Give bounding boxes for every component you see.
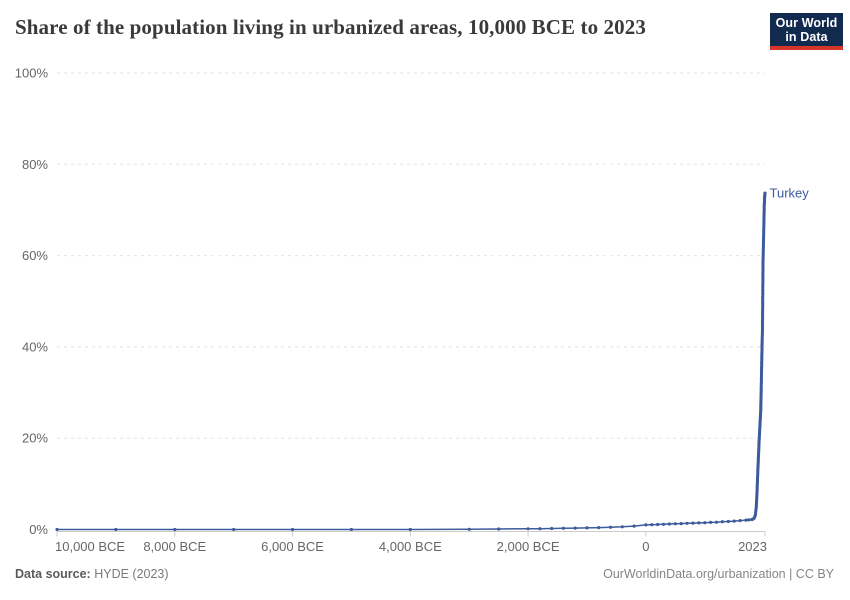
data-source-note: Data source: HYDE (2023)	[15, 567, 169, 581]
data-point	[761, 297, 765, 301]
data-point	[644, 523, 648, 527]
data-point	[761, 310, 765, 314]
x-tick-label: 4,000 BCE	[379, 539, 442, 554]
x-tick-label: 2,000 BCE	[497, 539, 560, 554]
x-tick-label: 6,000 BCE	[261, 539, 324, 554]
x-tick-label: 0	[642, 539, 649, 554]
data-point	[761, 314, 765, 318]
chart-title: Share of the population living in urbani…	[15, 15, 646, 39]
data-point	[761, 290, 765, 294]
owid-logo-box: Our World in Data	[770, 13, 843, 46]
data-point	[761, 306, 765, 310]
y-tick-label: 20%	[22, 431, 48, 446]
data-source-label: Data source:	[15, 567, 91, 581]
x-tick-label: 2023	[738, 539, 767, 554]
data-point	[761, 262, 765, 266]
data-point	[349, 527, 353, 532]
data-point	[761, 286, 765, 290]
data-point	[585, 526, 589, 530]
data-point	[232, 527, 236, 532]
data-point	[703, 521, 707, 525]
data-point	[673, 522, 677, 526]
data-point	[760, 328, 765, 332]
data-point	[290, 527, 295, 532]
data-point	[726, 519, 730, 524]
x-tick-label: 10,000 BCE	[55, 539, 125, 554]
data-point	[685, 521, 689, 525]
data-point	[620, 525, 624, 529]
data-point	[720, 520, 725, 524]
data-point	[761, 288, 765, 292]
data-point	[747, 518, 751, 522]
series-end-label: Turkey	[770, 186, 810, 201]
data-point	[761, 264, 765, 268]
owid-logo-line2: in Data	[785, 29, 828, 44]
data-point	[709, 520, 713, 525]
owid-logo-redbar	[770, 46, 843, 50]
data-point	[497, 527, 501, 531]
data-point	[55, 527, 59, 532]
data-point	[732, 519, 736, 523]
owid-logo-line1: Our World	[775, 15, 838, 30]
data-point	[761, 292, 765, 296]
data-point	[760, 321, 765, 325]
data-point	[691, 521, 695, 525]
data-point	[738, 519, 742, 523]
data-point	[679, 522, 683, 526]
data-point	[744, 518, 748, 522]
data-point	[761, 268, 765, 272]
data-point	[761, 317, 765, 321]
data-point	[550, 526, 554, 531]
data-point	[761, 303, 765, 307]
owid-url-link[interactable]: OurWorldinData.org/urbanization | CC BY	[603, 567, 834, 581]
data-point	[632, 524, 636, 528]
data-point	[467, 527, 471, 531]
data-point	[561, 526, 566, 530]
y-tick-label: 100%	[15, 66, 49, 81]
data-source-value: HYDE (2023)	[90, 567, 169, 581]
data-line	[57, 193, 766, 531]
data-point	[597, 526, 601, 530]
data-point	[114, 527, 118, 532]
y-tick-label: 40%	[22, 339, 48, 354]
data-point	[173, 527, 177, 532]
data-point	[761, 299, 765, 303]
data-point	[761, 279, 765, 283]
y-tick-label: 80%	[22, 157, 48, 172]
x-tick-label: 8,000 BCE	[143, 539, 206, 554]
data-point	[760, 325, 765, 329]
data-point	[761, 273, 765, 277]
data-point	[761, 257, 765, 261]
data-point	[714, 520, 719, 524]
data-point	[650, 523, 654, 527]
data-point	[761, 266, 765, 270]
data-point	[761, 312, 765, 316]
data-point	[763, 191, 767, 195]
chart-footer: Data source: HYDE (2023) OurWorldinData.…	[0, 567, 850, 591]
data-point	[408, 527, 412, 532]
data-point	[761, 301, 765, 305]
data-point	[761, 277, 765, 281]
y-tick-label: 60%	[22, 248, 48, 263]
data-point	[573, 526, 577, 530]
y-tick-label: 0%	[29, 522, 48, 537]
owid-logo: Our World in Data	[770, 13, 843, 50]
data-point	[761, 275, 765, 279]
data-point	[656, 522, 660, 527]
data-point	[661, 522, 666, 526]
data-point	[538, 527, 542, 531]
data-point	[667, 522, 672, 526]
data-point	[697, 521, 701, 525]
data-point	[760, 323, 765, 327]
data-point	[608, 525, 613, 529]
data-point	[526, 527, 530, 531]
data-point	[761, 281, 765, 285]
